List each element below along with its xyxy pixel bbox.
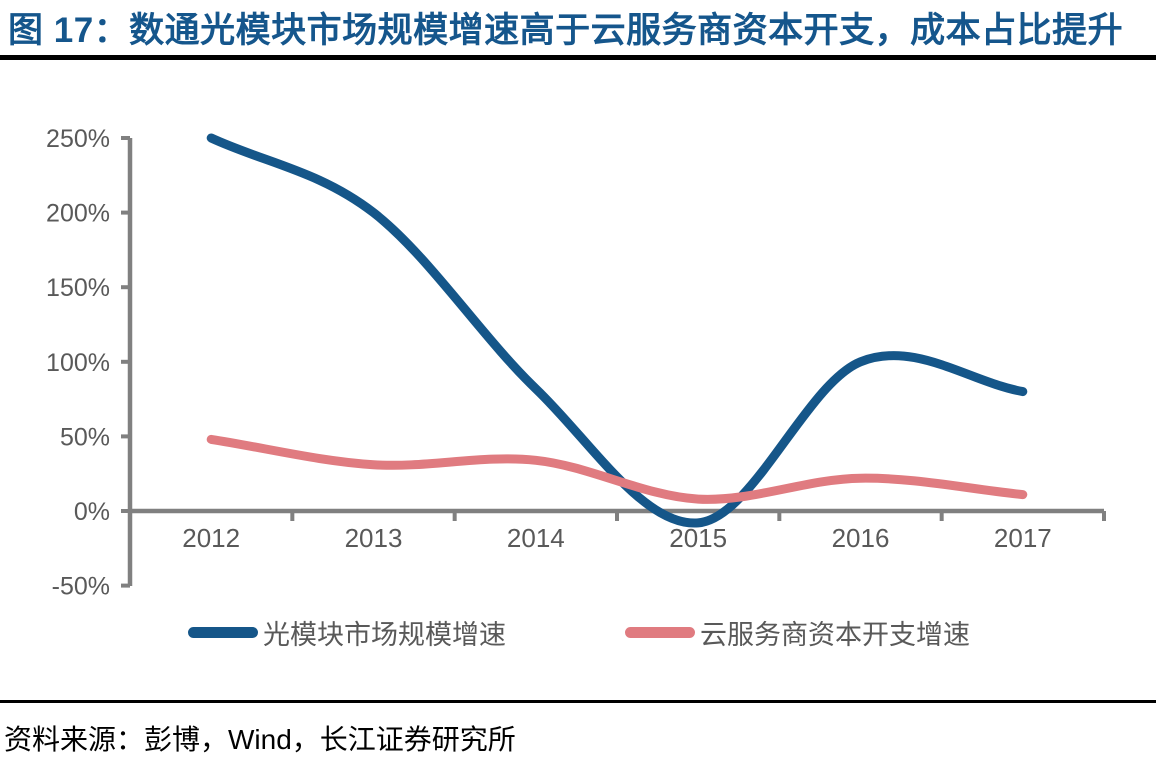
legend-swatch-pink-line-icon [625, 626, 695, 638]
legend-label: 云服务商资本开支增速 [700, 619, 970, 650]
x-axis-tick-label: 2013 [345, 523, 403, 553]
y-axis-tick-label: 0% [74, 498, 110, 526]
y-axis-tick-label: 250% [46, 125, 110, 153]
y-axis-tick-label: 50% [60, 423, 110, 451]
x-axis-tick-label: 2016 [832, 523, 890, 553]
x-axis-tick-label: 2014 [507, 523, 565, 553]
y-axis-tick-label: 100% [46, 349, 110, 377]
legend-item-optical-module: 光模块市场规模增速 [188, 617, 506, 650]
line-chart: 250% 200% 150% 100% 50% 0% -50% 2012 2013 2014 201… [46, 125, 1106, 601]
y-axis-tick-label: 200% [46, 200, 110, 228]
y-axis-tick-label: 150% [46, 274, 110, 302]
figure-title: 图 17：数通光模块市场规模增速高于云服务商资本开支，成本占比提升 [8, 11, 1124, 50]
legend-item-cloud-capex: 云服务商资本开支增速 [625, 617, 970, 650]
x-axis-tick-label: 2012 [182, 523, 240, 553]
series-line-1 [206, 434, 1028, 504]
series-line-0 [206, 133, 1028, 528]
title-divider-rule [0, 55, 1156, 60]
x-axis-tick-label: 2017 [994, 523, 1052, 553]
source-attribution: 资料来源：彭博，Wind，长江证券研究所 [4, 724, 516, 755]
x-axis-tick-label: 2015 [669, 523, 727, 553]
legend-label: 光模块市场规模增速 [263, 619, 506, 650]
y-axis-tick-label: -50% [52, 573, 110, 601]
legend-swatch-blue-line-icon [188, 626, 258, 638]
footer-divider-rule [0, 700, 1156, 703]
